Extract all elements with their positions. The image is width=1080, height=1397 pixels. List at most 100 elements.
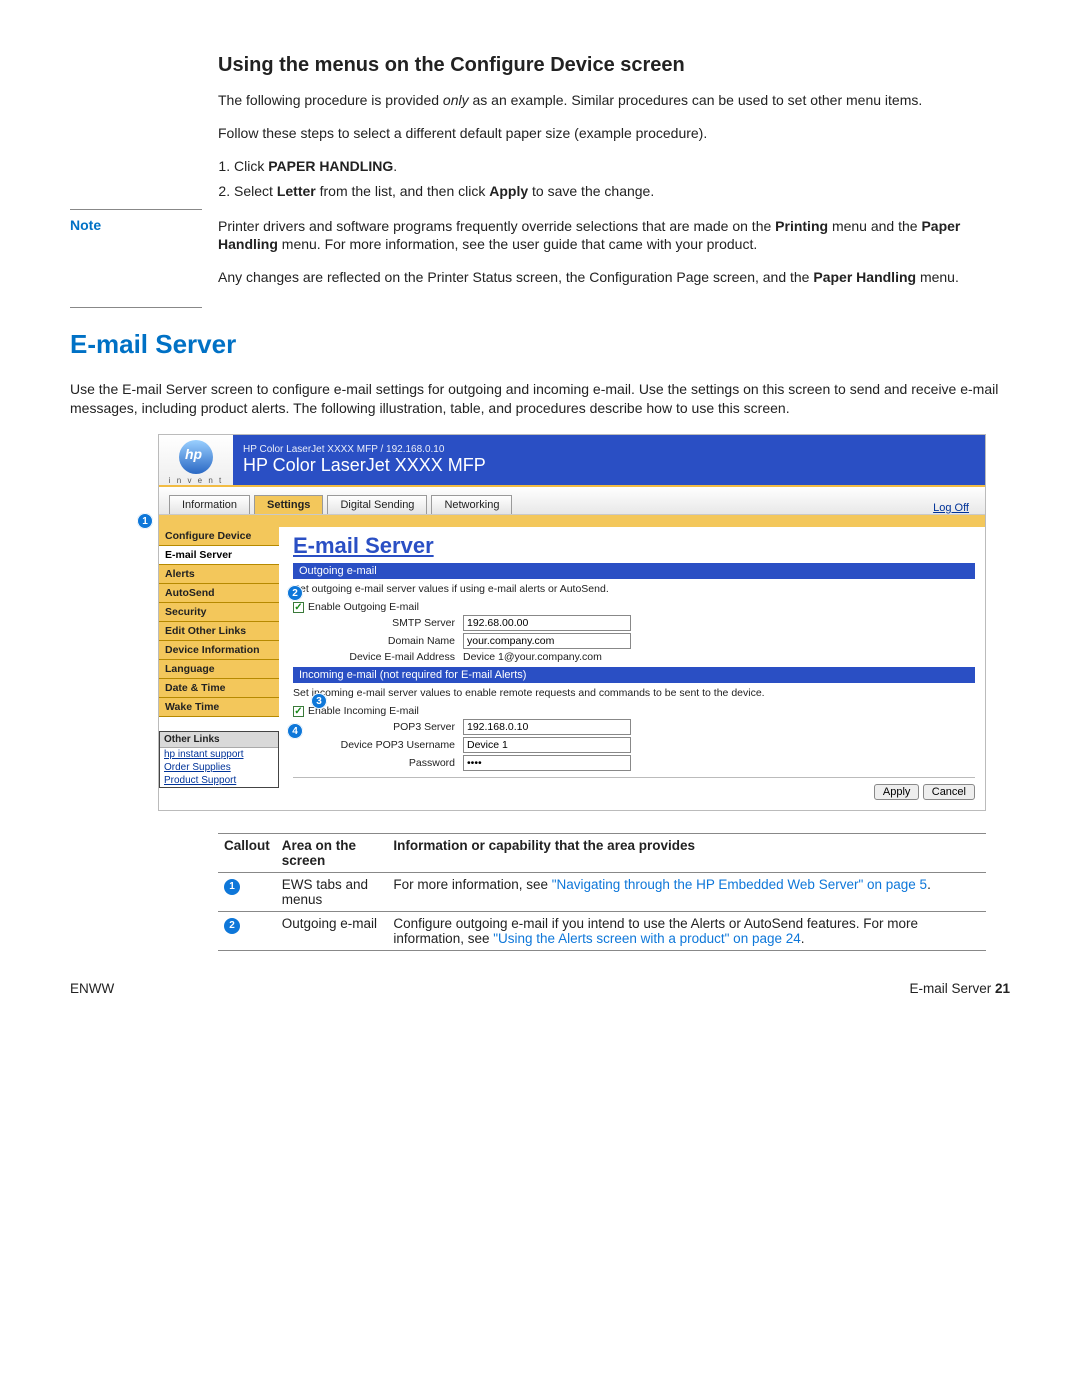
em-only: only [443,92,469,108]
tab-digital-sending[interactable]: Digital Sending [327,495,427,514]
link-using-alerts[interactable]: "Using the Alerts screen with a product"… [493,931,801,946]
page-number: 21 [995,981,1010,996]
text: menu and the [828,218,921,234]
text: Select [234,183,277,199]
hp-invent-text: i n v e n t [167,476,225,485]
section-heading: Using the menus on the Configure Device … [218,52,986,79]
section-outgoing: Outgoing e-mail [293,563,975,579]
checkmark-icon: ✓ [293,602,304,613]
cell-info-2: Configure outgoing e-mail if you intend … [387,912,986,951]
bold-apply: Apply [489,183,528,199]
desc-incoming: Set incoming e-mail server values to ena… [293,687,975,699]
sidebar-item-email-server[interactable]: E-mail Server [159,546,279,565]
bold-paper-handling: Paper Handling [813,269,916,285]
link-hp-instant-support[interactable]: hp instant support [160,748,278,761]
link-order-supplies[interactable]: Order Supplies [160,761,278,774]
checkbox-label: Enable Incoming E-mail [308,705,419,717]
label-domain: Domain Name [293,635,463,647]
cancel-button[interactable]: Cancel [923,784,975,800]
circle-1-icon: 1 [224,879,240,895]
cell-callout-1: 1 [218,873,276,912]
domain-input[interactable] [463,633,631,649]
logoff-link[interactable]: Log Off [933,502,969,514]
smtp-input[interactable] [463,615,631,631]
text: For more information, see [393,877,551,892]
email-intro: Use the E-mail Server screen to configur… [70,380,1010,418]
checkbox-label: Enable Outgoing E-mail [308,601,419,613]
th-area: Area on the screen [276,834,388,873]
text: menu. For more information, see the user… [278,236,757,252]
hp-logo-icon [179,440,213,474]
desc-outgoing: Set outgoing e-mail server values if usi… [293,583,975,595]
bold-printing: Printing [775,218,828,234]
text: Any changes are reflected on the Printer… [218,269,813,285]
text: . [393,158,397,174]
other-links-header: Other Links [160,732,278,748]
step-1: Click PAPER HANDLING. [234,157,986,176]
callout-table: Callout Area on the screen Information o… [218,833,986,951]
device-email-value: Device 1@your.company.com [463,651,602,663]
checkmark-icon: ✓ [293,706,304,717]
sidebar-item-security[interactable]: Security [159,603,279,622]
cell-area-1: EWS tabs and menus [276,873,388,912]
cell-area-2: Outgoing e-mail [276,912,388,951]
password-input[interactable] [463,755,631,771]
panel-title: E-mail Server [293,533,975,559]
label-pop3-user: Device POP3 Username [293,739,463,751]
cell-info-1: For more information, see "Navigating th… [387,873,986,912]
checkbox-enable-incoming[interactable]: ✓ Enable Incoming E-mail [293,705,975,717]
th-info: Information or capability that the area … [387,834,986,873]
tab-settings[interactable]: Settings [254,495,323,514]
other-links-box: Other Links hp instant support Order Sup… [159,731,279,788]
link-product-support[interactable]: Product Support [160,774,278,787]
label-password: Password [293,757,463,769]
sidebar-item-date-time[interactable]: Date & Time [159,679,279,698]
callout-1: 1 [137,513,153,529]
apply-button[interactable]: Apply [874,784,920,800]
header-subtitle: HP Color LaserJet XXXX MFP / 192.168.0.1… [243,444,985,455]
sidebar-item-edit-other-links[interactable]: Edit Other Links [159,622,279,641]
note-label: Note [70,217,218,302]
screenshot-panel: 1 2 3 4 i n v e n t HP Color LaserJet XX… [158,434,986,811]
text: The following procedure is provided [218,92,443,108]
h1-email-server: E-mail Server [70,329,1010,360]
footer-right: E-mail Server 21 [909,981,1010,996]
sidebar-item-configure-device[interactable]: Configure Device [159,527,279,546]
section-incoming: Incoming e-mail (not required for E-mail… [293,667,975,683]
intro-paragraph: The following procedure is provided only… [218,91,986,110]
sidebar-item-device-information[interactable]: Device Information [159,641,279,660]
callout-4: 4 [287,723,303,739]
note-para-2: Any changes are reflected on the Printer… [218,268,986,287]
text: . [801,931,805,946]
label-pop3: POP3 Server [293,721,463,733]
cell-callout-2: 2 [218,912,276,951]
pop3-input[interactable] [463,719,631,735]
pop3-user-input[interactable] [463,737,631,753]
link-navigating-ews[interactable]: "Navigating through the HP Embedded Web … [552,877,927,892]
header-title: HP Color LaserJet XXXX MFP [243,455,985,476]
footer-left: ENWW [70,981,114,996]
callout-2: 2 [287,585,303,601]
text: Printer drivers and software programs fr… [218,218,775,234]
bold-letter: Letter [277,183,316,199]
callout-3: 3 [311,693,327,709]
checkbox-enable-outgoing[interactable]: ✓ Enable Outgoing E-mail [293,601,975,613]
text: as an example. Similar procedures can be… [469,92,923,108]
sidebar-menu: Configure Device E-mail Server Alerts Au… [159,527,279,717]
note-block: Note Printer drivers and software progra… [70,217,1010,302]
step-2: Select Letter from the list, and then cl… [234,182,986,201]
follow-paragraph: Follow these steps to select a different… [218,124,986,143]
tab-networking[interactable]: Networking [431,495,512,514]
circle-2-icon: 2 [224,918,240,934]
sidebar-item-language[interactable]: Language [159,660,279,679]
bold-paper-handling: PAPER HANDLING [268,158,393,174]
text: menu. [916,269,959,285]
sidebar-item-wake-time[interactable]: Wake Time [159,698,279,717]
text: from the list, and then click [316,183,490,199]
tab-information[interactable]: Information [169,495,250,514]
text: Click [234,158,268,174]
note-para-1: Printer drivers and software programs fr… [218,217,986,255]
steps-list: Click PAPER HANDLING. Select Letter from… [234,157,986,201]
sidebar-item-autosend[interactable]: AutoSend [159,584,279,603]
sidebar-item-alerts[interactable]: Alerts [159,565,279,584]
